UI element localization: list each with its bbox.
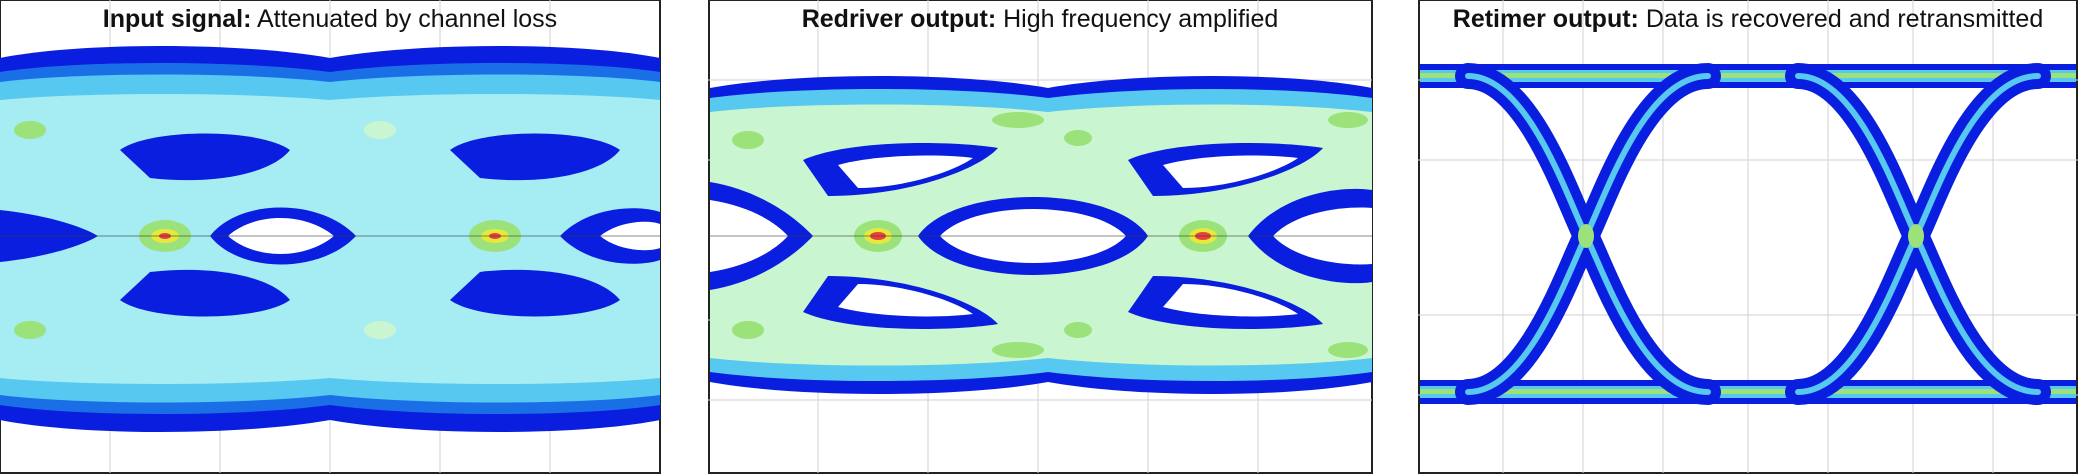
crossing-1 — [1578, 224, 1594, 248]
panel-title: Redriver output: High frequency amplifie… — [708, 2, 1372, 36]
input-signal-panel: Input signal: Attenuated by channel loss — [0, 0, 666, 474]
retimer-output-panel: Retimer output: Data is recovered and re… — [1418, 0, 2078, 474]
crossing-2 — [1908, 224, 1924, 248]
panel-title: Input signal: Attenuated by channel loss — [0, 2, 660, 36]
retimer-eye-diagram — [1418, 0, 2078, 474]
redriver-output-panel: Redriver output: High frequency amplifie… — [708, 0, 1374, 474]
panel-title: Retimer output: Data is recovered and re… — [1418, 2, 2078, 36]
redriver-eye-diagram — [708, 0, 1374, 474]
input-eye-diagram — [0, 0, 666, 474]
